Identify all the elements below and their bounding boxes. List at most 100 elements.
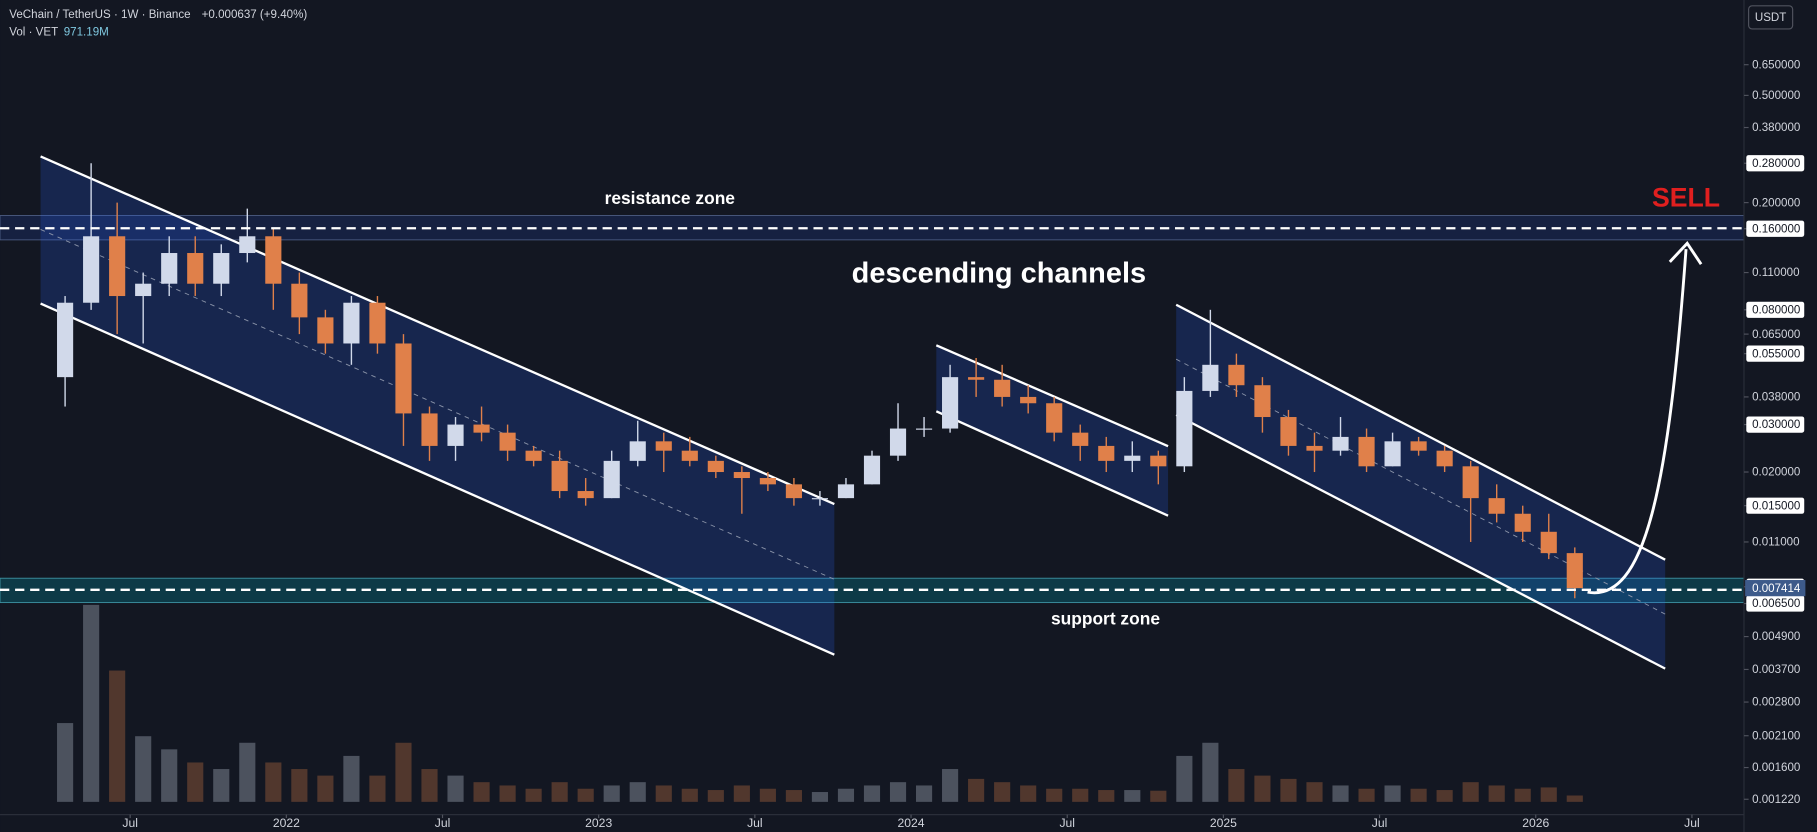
y-tick-label: 0.001220 [1752,794,1800,806]
volume-value: 971.19M [64,27,109,39]
candle-body [135,283,152,297]
candle-body [785,484,802,499]
volume-bar [369,775,386,802]
volume-bar [994,782,1011,802]
volume-bar [1020,785,1037,802]
currency-button-label[interactable]: USDT [1755,12,1787,24]
volume-bar [1202,742,1219,802]
support-label: support zone [1051,609,1160,629]
candle-body [109,236,126,297]
currency-button[interactable]: USDT [1748,5,1794,30]
projection-arrow [1587,249,1688,595]
symbol: VeChain / TetherUS · 1W · Binance [9,9,190,21]
candle-body [1228,364,1245,386]
candle-body [1124,455,1141,461]
candle-body [1566,553,1583,589]
y-tick-label: 0.200000 [1752,197,1800,209]
candle-body [1072,432,1089,446]
x-tick-label: Jul [122,816,138,830]
y-tick-label: 0.650000 [1752,59,1800,71]
x-tick-label: 2022 [273,816,300,830]
y-tick-box [1746,301,1805,318]
volume-bar [942,769,959,802]
candle-body [577,491,594,499]
currency-button-box[interactable] [1748,5,1794,30]
last-price-label: 0.007414 [1752,583,1801,595]
y-tick-box [1746,497,1805,514]
candle-body [1280,417,1297,446]
channel-line [40,155,835,506]
y-tick-label: 0.006500 [1752,598,1800,610]
volume-bar [837,788,855,802]
volume-bar [785,790,802,802]
volume-bar [655,785,672,802]
candle-body [1488,498,1505,514]
candle-body [213,253,230,284]
volume-bar [1410,788,1427,802]
candle-body [1384,441,1401,467]
candle-body [1306,445,1323,451]
candle-body [291,283,308,318]
y-tick-box [1746,595,1805,612]
volume-bar [1488,785,1505,802]
volume-bar [1462,782,1479,802]
candle-body [187,253,204,284]
y-tick-label: 0.011000 [1752,537,1799,549]
volume-bar [1306,782,1323,802]
resistance-label: resistance zone [605,188,736,208]
candle-body [1436,450,1453,467]
y-tick-label: 0.002800 [1752,697,1800,709]
x-tick-label: Jul [1372,816,1388,830]
volume-bar [1514,788,1531,802]
signal-label: SELL [1652,182,1720,212]
candle-body [603,460,620,499]
y-tick-label: 0.038000 [1752,392,1800,404]
x-tick-label: Jul [435,816,451,830]
y-tick-box [1746,220,1805,237]
candle-body [707,460,724,473]
arrow-head [1668,241,1703,266]
volume-bar [681,788,698,802]
candle-body [968,377,985,380]
volume-bar [1098,790,1115,802]
price-axis [1743,0,1817,832]
channel-line [1175,413,1666,670]
candle-body [759,478,776,485]
y-tick-box [1746,155,1805,172]
candle-body [863,455,881,485]
candle-body [343,302,360,344]
y-tick-label: 0.380000 [1752,122,1800,134]
candle-body [265,236,282,284]
x-tick-label: 2026 [1522,816,1549,830]
candle-body [1514,513,1531,532]
x-tick-label: Jul [1684,816,1700,830]
candle-body [369,302,386,344]
x-tick-label: 2024 [898,816,925,830]
volume-bar [1540,787,1557,802]
candle-body [1540,531,1557,554]
x-tick-label: Jul [1059,816,1075,830]
y-tick-label: 0.001600 [1752,762,1800,774]
candle-body [681,450,698,461]
channel-fill [1176,304,1666,669]
y-tick-label: 0.280000 [1752,158,1800,170]
y-tick-box [1746,345,1805,362]
candle-body [83,236,100,303]
y-tick-label: 0.003700 [1752,664,1800,676]
volume-bar [1124,790,1141,802]
candle-body [733,472,750,479]
volume-bar [1254,775,1271,802]
x-tick-label: 2025 [1210,816,1237,830]
candle-body [161,253,178,284]
volume-bar [811,792,829,802]
candle-body [395,343,412,414]
candle-body [57,302,74,378]
candle-body [942,377,959,429]
channel-line [40,302,835,656]
volume-bar [187,762,204,802]
volume-bar [1384,785,1401,802]
y-tick-label: 0.004900 [1752,631,1800,643]
volume-bar [603,785,620,802]
candle-body [837,484,855,499]
